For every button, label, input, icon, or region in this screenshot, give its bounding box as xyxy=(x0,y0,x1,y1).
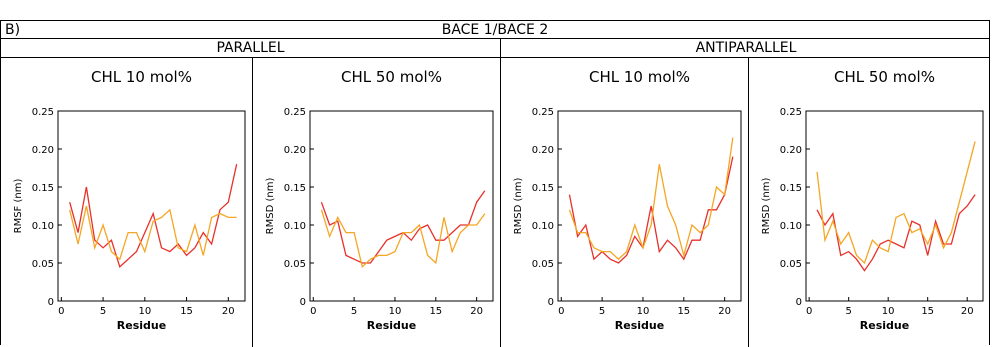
x-tick-label: 15 xyxy=(429,306,442,317)
x-tick-label: 5 xyxy=(845,306,851,317)
chart-cell: CHL 10 mol% 0 0.05 0.10 0.15 0.20 0.25 0 5 10 15 20… xyxy=(1,58,253,347)
x-tick-label: 5 xyxy=(599,306,605,317)
y-tick-label: 0 xyxy=(548,297,554,308)
y-tick-label: 0.05 xyxy=(780,259,802,270)
x-tick-label: 15 xyxy=(921,306,934,317)
header-row: B) BACE 1/BACE 2 xyxy=(1,21,989,39)
data-line xyxy=(568,156,734,264)
chart: CHL 10 mol% 0 0.05 0.10 0.15 0.20 0.25 0 5 10 15 20… xyxy=(13,68,246,332)
chart-cell: CHL 50 mol% 0 0.05 0.10 0.15 0.20 0.25 0 5 10 15 20… xyxy=(253,58,501,347)
group-label: PARALLEL xyxy=(1,39,501,57)
x-axis-label: Residue xyxy=(615,319,664,332)
y-tick-label: 0.20 xyxy=(532,145,554,156)
y-axis-label: RMSD (nm) xyxy=(265,178,276,235)
chart: CHL 50 mol% 0 0.05 0.10 0.15 0.20 0.25 0 5 10 15 20… xyxy=(265,68,494,332)
chart-title: CHL 50 mol% xyxy=(341,68,442,86)
data-line xyxy=(320,209,486,269)
y-tick-label: 0.10 xyxy=(532,221,554,232)
x-tick-label: 20 xyxy=(718,306,731,317)
y-tick-label: 0 xyxy=(796,297,802,308)
y-tick-label: 0 xyxy=(48,297,54,308)
y-tick-label: 0.10 xyxy=(32,221,54,232)
x-axis-label: Residue xyxy=(860,319,909,332)
figure-table: B) BACE 1/BACE 2 PARALLEL ANTIPARALLEL C… xyxy=(0,20,990,347)
plot-frame xyxy=(309,110,494,302)
x-tick-label: 0 xyxy=(58,306,64,317)
data-line xyxy=(69,205,237,261)
y-tick-label: 0.25 xyxy=(532,107,554,118)
y-tick-label: 0.10 xyxy=(284,221,306,232)
x-axis-label: Residue xyxy=(367,319,416,332)
x-tick-label: 0 xyxy=(310,306,316,317)
x-tick-label: 20 xyxy=(470,306,483,317)
y-tick-label: 0 xyxy=(300,297,306,308)
chart-cell: CHL 10 mol% 0 0.05 0.10 0.15 0.20 0.25 0 5 10 15 20… xyxy=(501,58,749,347)
y-tick-label: 0.20 xyxy=(284,145,306,156)
x-tick-label: 20 xyxy=(222,306,235,317)
x-axis-label: Residue xyxy=(117,319,166,332)
y-tick-label: 0.15 xyxy=(532,183,554,194)
x-tick-label: 5 xyxy=(351,306,357,317)
y-tick-label: 0.25 xyxy=(32,107,54,118)
x-tick-label: 10 xyxy=(637,306,650,317)
chart-cell: CHL 50 mol% 0 0.05 0.10 0.15 0.20 0.25 0 5 10 15 20… xyxy=(749,58,991,347)
data-line xyxy=(816,141,976,265)
x-tick-label: 20 xyxy=(961,306,974,317)
chart-title: CHL 10 mol% xyxy=(589,68,690,86)
figure-title: BACE 1/BACE 2 xyxy=(441,22,549,38)
plot-frame xyxy=(57,110,246,302)
plot-frame xyxy=(557,110,742,302)
x-tick-label: 0 xyxy=(558,306,564,317)
y-tick-label: 0.25 xyxy=(780,107,802,118)
y-axis-label: RMSF (nm) xyxy=(13,179,24,234)
y-tick-label: 0.05 xyxy=(532,259,554,270)
data-line xyxy=(69,164,238,268)
y-tick-label: 0.10 xyxy=(780,221,802,232)
group-label: ANTIPARALLEL xyxy=(695,40,797,56)
x-tick-label: 10 xyxy=(389,306,402,317)
x-tick-label: 0 xyxy=(806,306,812,317)
plot-frame xyxy=(805,110,984,302)
x-tick-label: 10 xyxy=(882,306,895,317)
chart-title: CHL 10 mol% xyxy=(91,68,192,86)
x-tick-label: 15 xyxy=(677,306,690,317)
y-tick-label: 0.25 xyxy=(284,107,306,118)
group-row: PARALLEL ANTIPARALLEL xyxy=(1,39,989,58)
y-tick-label: 0.15 xyxy=(32,183,54,194)
data-line xyxy=(320,190,486,264)
chart-row: CHL 10 mol% 0 0.05 0.10 0.15 0.20 0.25 0 5 10 15 20… xyxy=(1,58,989,347)
y-tick-label: 0.15 xyxy=(780,183,802,194)
chart: CHL 10 mol% 0 0.05 0.10 0.15 0.20 0.25 0 5 10 15 20… xyxy=(513,68,742,332)
panel-label: B) xyxy=(5,22,21,38)
y-tick-label: 0.20 xyxy=(780,145,802,156)
data-line xyxy=(568,137,734,261)
data-line xyxy=(816,194,976,272)
y-tick-label: 0.15 xyxy=(284,183,306,194)
chart-title: CHL 50 mol% xyxy=(834,68,935,86)
y-axis-label: RMSD (nm) xyxy=(513,178,524,235)
chart: CHL 50 mol% 0 0.05 0.10 0.15 0.20 0.25 0 5 10 15 20… xyxy=(761,68,984,332)
x-tick-label: 10 xyxy=(138,306,151,317)
y-axis-label: RMSD (nm) xyxy=(761,178,772,235)
x-tick-label: 15 xyxy=(180,306,193,317)
y-tick-label: 0.05 xyxy=(284,259,306,270)
x-tick-label: 5 xyxy=(100,306,106,317)
y-tick-label: 0.05 xyxy=(32,259,54,270)
y-tick-label: 0.20 xyxy=(32,145,54,156)
